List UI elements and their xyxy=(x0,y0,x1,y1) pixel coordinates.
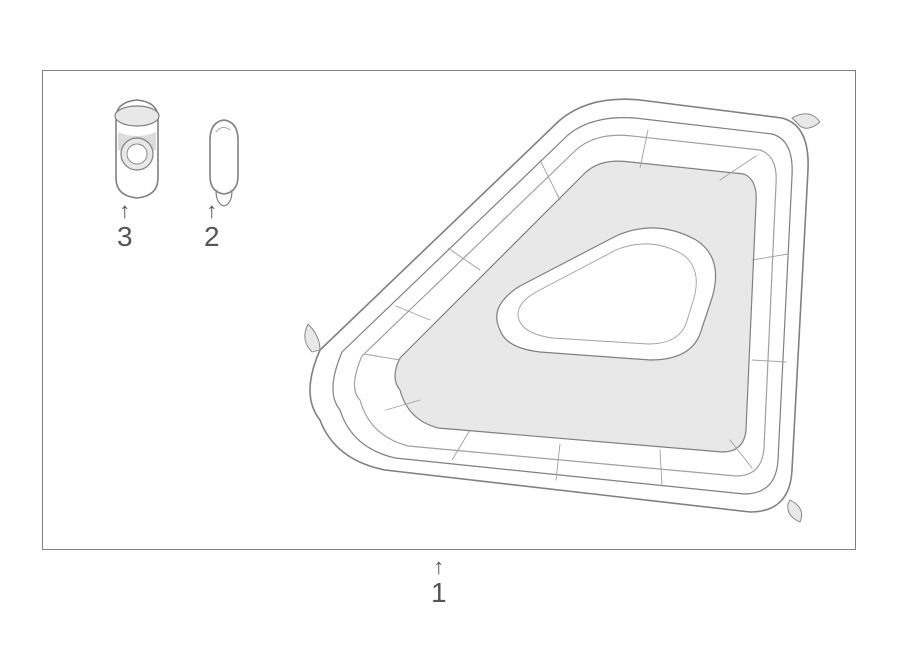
callout-3: ↑ 3 xyxy=(117,200,133,253)
callout-1-label: 1 xyxy=(431,578,447,609)
diagram-stage: ↑ 1 ↑ 2 ↑ 3 xyxy=(0,0,900,661)
bulb-part xyxy=(210,120,238,206)
parts-illustration xyxy=(0,0,900,661)
callout-2-label: 2 xyxy=(204,222,220,253)
tail-lamp-assembly xyxy=(305,99,820,522)
arrow-up-icon: ↑ xyxy=(431,556,447,578)
bulb-socket-part xyxy=(115,100,159,198)
arrow-up-icon: ↑ xyxy=(204,200,220,222)
callout-3-label: 3 xyxy=(117,222,133,253)
callout-2: ↑ 2 xyxy=(204,200,220,253)
callout-1: ↑ 1 xyxy=(431,556,447,609)
arrow-up-icon: ↑ xyxy=(117,200,133,222)
